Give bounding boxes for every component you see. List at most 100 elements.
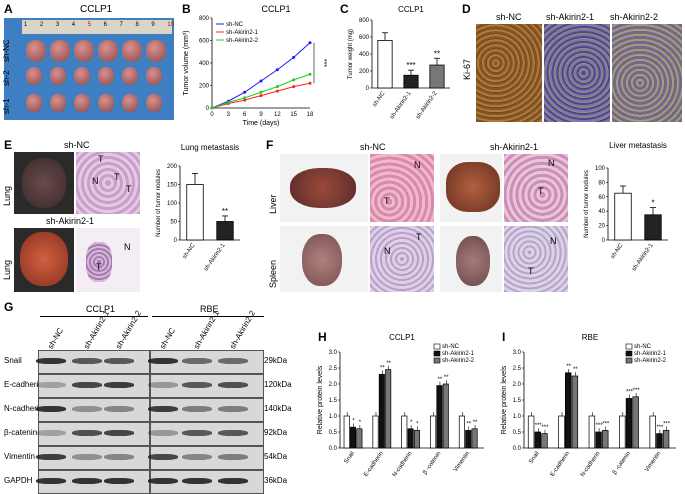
protein-band: [104, 406, 134, 412]
y-tick-label: 800: [359, 18, 370, 24]
protein-band: [218, 358, 248, 364]
bar: [403, 74, 419, 89]
significance-mark: ***: [406, 61, 415, 70]
x-tick-label: Snail: [528, 451, 541, 465]
bar: [385, 369, 392, 449]
bar: [407, 428, 414, 449]
marker: N: [550, 236, 557, 246]
f-organ-spleen: Spleen: [268, 259, 278, 288]
spleen-photo-sh-nc: [280, 226, 368, 292]
row-label-sh-nc: sh-NC: [2, 39, 11, 62]
significance-mark: ***: [535, 423, 543, 429]
ruler-number: 8: [135, 22, 139, 28]
y-tick-label: 0.0: [513, 446, 522, 452]
bar: [619, 415, 626, 449]
liver-photo-sh-akirin2-1: [440, 154, 502, 222]
row-label-sh-2: sh-2: [2, 70, 11, 86]
y-tick-label: 600: [359, 35, 370, 41]
y-tick-label: 2.0: [329, 382, 338, 388]
protein-band: [72, 406, 102, 412]
protein-band: [182, 430, 212, 436]
significance-mark: **: [473, 420, 478, 426]
data-point: [275, 89, 279, 93]
liver-he-sh-akirin2-1: N T: [504, 154, 568, 222]
y-tick-label: 1.0: [513, 414, 522, 420]
ki67-image-sh-nc: [476, 24, 542, 122]
legend-swatch: [625, 357, 633, 364]
significance-mark: ***: [602, 422, 610, 428]
data-point: [226, 100, 230, 104]
significance-mark: *: [651, 199, 654, 208]
bar: [372, 415, 379, 449]
protein-band: [36, 430, 66, 436]
x-tick-label: E-cadherin: [363, 451, 385, 478]
protein-band: [148, 382, 178, 388]
data-point: [308, 41, 312, 45]
molecular-weight-label: 120kDa: [264, 380, 292, 389]
marker: N: [124, 242, 131, 252]
bar: [541, 433, 548, 449]
y-tick-label: 100: [167, 201, 178, 207]
tumor-specimen: [122, 40, 142, 62]
bar: [436, 385, 443, 449]
tumor-photo: 1 2 3 4 5 6 7 8 9 10: [4, 18, 174, 120]
data-point: [275, 68, 279, 72]
data-point: [210, 106, 214, 110]
significance-mark: **: [444, 375, 449, 381]
panel-i-letter: I: [502, 330, 506, 344]
chart-title: CCLP1: [398, 5, 424, 14]
legend-label: sh-Akirin2-1: [226, 30, 259, 36]
significance-mark: **: [434, 49, 440, 58]
significance-mark: *: [352, 418, 355, 424]
data-point: [259, 94, 263, 98]
bar: [644, 214, 662, 241]
legend-label: sh-NC: [634, 344, 652, 350]
ruler-number: 3: [55, 22, 60, 28]
protein-band: [72, 382, 102, 388]
bar: [534, 431, 541, 449]
row-label-sh-1: sh-1: [2, 98, 11, 114]
significance-mark: **: [573, 367, 578, 373]
lane-label: sh-NC: [158, 326, 178, 351]
y-tick-label: 0.0: [329, 446, 338, 452]
marker: T: [98, 154, 104, 164]
lane-label: sh-NC: [46, 326, 66, 351]
ruler-number: 1: [24, 22, 28, 28]
y-tick-label: 0: [366, 86, 370, 92]
x-tick-label: 18: [307, 112, 314, 118]
x-tick-label: Vimentin: [453, 451, 471, 473]
f-organ-liver: Liver: [268, 194, 278, 214]
d-label-sh-akirin2-1: sh-Akirin2-1: [546, 12, 595, 22]
data-point: [308, 81, 312, 85]
marker: N: [548, 158, 555, 168]
protein-band: [72, 478, 102, 484]
protein-band: [182, 478, 212, 484]
y-tick-label: 200: [167, 164, 178, 170]
y-tick-label: 1.5: [513, 398, 522, 404]
x-tick-label: 15: [290, 112, 297, 118]
y-tick-label: 2.5: [513, 366, 522, 372]
panel-a-letter: A: [4, 2, 13, 16]
bar: [558, 415, 565, 449]
marker: T: [538, 186, 544, 196]
cclp1-protein-chart: CCLP1 0.0 0.5 1.0 1.5 2.0 2.5 3.0 Relative prote…: [317, 333, 484, 478]
spleen-photo-sh-akirin2-1: [440, 226, 502, 292]
legend-label: sh-NC: [226, 22, 244, 28]
ruler-number: 6: [103, 22, 107, 28]
lung-photo-sh-akirin2-1: [14, 228, 74, 292]
bar: [216, 221, 234, 241]
marker: T: [528, 266, 534, 276]
bar: [343, 415, 350, 449]
significance-mark: ***: [541, 425, 549, 431]
chart-title: Lung metastasis: [181, 143, 239, 152]
tumor-specimen: [98, 40, 118, 62]
protein-band: [104, 478, 134, 484]
ki67-image-sh-akirin2-1: [544, 24, 610, 122]
data-point: [292, 78, 296, 82]
series-line: [211, 42, 311, 109]
significance-mark: *: [359, 420, 362, 426]
marker: N: [92, 176, 99, 186]
legend-swatch: [625, 343, 633, 350]
y-axis-label: Tumor volume (mm³): [183, 30, 190, 95]
bar: [429, 64, 445, 89]
